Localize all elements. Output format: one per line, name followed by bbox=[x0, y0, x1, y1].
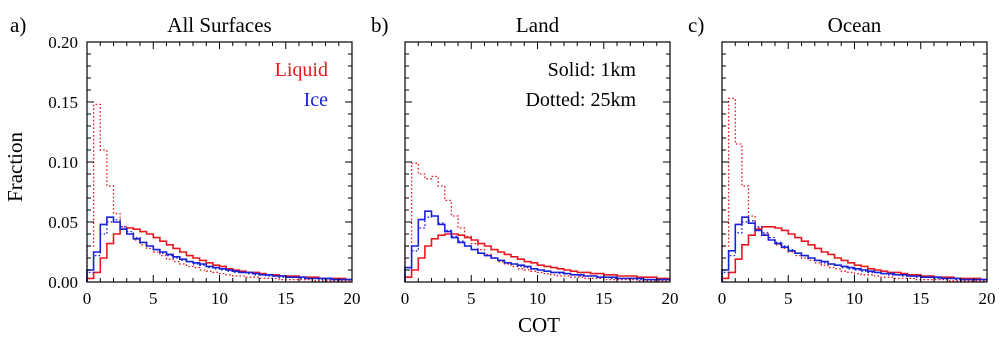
x-tick-label: 15 bbox=[277, 289, 294, 308]
x-tick-label: 20 bbox=[662, 289, 679, 308]
panel-3: 0 5 10 15 20 Ocean c) bbox=[688, 13, 996, 308]
panel-letter: b) bbox=[371, 13, 389, 37]
series-ice-25km-dotted bbox=[721, 220, 987, 282]
x-tick-label: 20 bbox=[979, 289, 996, 308]
y-tick-label: 0.05 bbox=[48, 213, 78, 232]
y-tick-label: 0.20 bbox=[48, 33, 78, 52]
panel-title: Ocean bbox=[828, 13, 882, 37]
series-liquid-25km-dotted bbox=[86, 103, 352, 282]
x-axis-label: COT bbox=[518, 313, 560, 337]
panel-title: All Surfaces bbox=[167, 13, 271, 37]
x-tick-label: 0 bbox=[718, 289, 727, 308]
series-liquid-1km-solid bbox=[721, 226, 987, 282]
legend-solid-note: Solid: 1km bbox=[548, 59, 637, 81]
y-tick-label: 0.15 bbox=[48, 93, 78, 112]
series-ice-25km-dotted bbox=[86, 218, 352, 282]
y-axis-label: Fraction bbox=[3, 132, 27, 202]
series-ice-1km-solid bbox=[86, 216, 352, 282]
x-tick-label: 20 bbox=[344, 289, 361, 308]
panel-2: 0 5 10 15 20 Land b) bbox=[371, 13, 679, 308]
panel-1: 0 5 10 15 20 0.00 0.05 0.10 0.15 0.20 All Surfaces… bbox=[10, 13, 361, 308]
legend-dotted-note: Dotted: 25km bbox=[525, 89, 636, 111]
x-tick-label: 15 bbox=[595, 289, 612, 308]
y-tick-label: 0.00 bbox=[48, 273, 78, 292]
x-tick-label: 5 bbox=[467, 289, 476, 308]
panel-title: Land bbox=[516, 13, 560, 37]
x-tick-label: 0 bbox=[83, 289, 92, 308]
x-tick-label: 5 bbox=[149, 289, 158, 308]
legend-ice: Ice bbox=[304, 89, 329, 111]
series-liquid-25km-dotted bbox=[721, 97, 987, 282]
x-tick-label: 10 bbox=[211, 289, 228, 308]
legend-liquid: Liquid bbox=[275, 59, 328, 81]
panel-letter: a) bbox=[10, 13, 26, 37]
panel-letter: c) bbox=[688, 13, 704, 37]
series-ice-1km-solid bbox=[404, 210, 670, 282]
x-tick-label: 10 bbox=[846, 289, 863, 308]
x-tick-label: 5 bbox=[784, 289, 793, 308]
x-tick-label: 15 bbox=[912, 289, 929, 308]
series-liquid-1km-solid bbox=[404, 233, 670, 282]
y-tick-label: 0.10 bbox=[48, 153, 78, 172]
plot-frame bbox=[721, 41, 988, 283]
x-tick-label: 10 bbox=[529, 289, 546, 308]
x-tick-label: 0 bbox=[401, 289, 410, 308]
